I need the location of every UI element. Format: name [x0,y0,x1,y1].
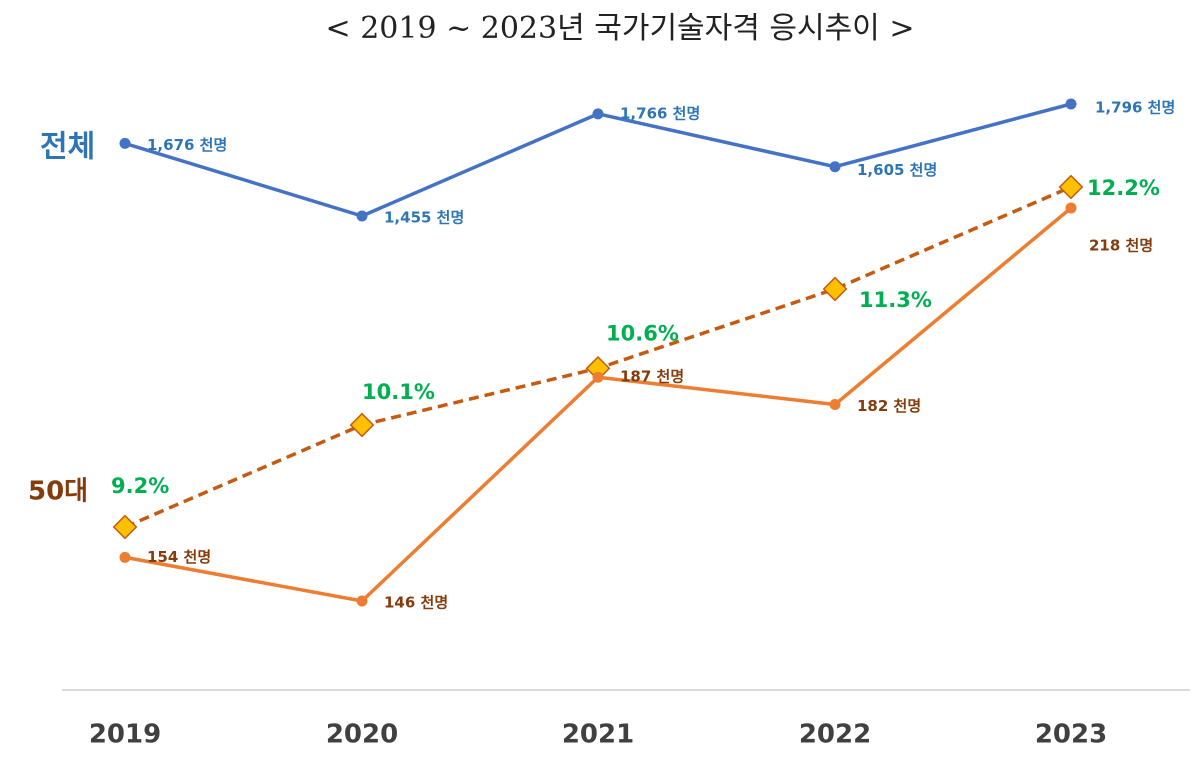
marker [356,210,368,222]
x-tick-label: 2023 [1035,720,1107,750]
value-label: 10.1% [362,380,435,404]
value-label: 1,605 천명 [857,161,937,179]
value-label: 10.6% [606,321,679,345]
value-label: 187 천명 [620,368,684,386]
marker [592,371,604,383]
chart-title: < 2019 ~ 2023년 국가기술자격 응시추이 > [326,11,915,46]
marker [349,412,375,438]
marker [356,595,368,607]
marker [119,137,131,149]
series-line [124,102,1072,218]
marker [822,276,848,302]
value-label: 1,676 천명 [147,136,227,154]
series-name: 전체 [40,130,95,165]
value-label: 1,455 천명 [384,209,464,227]
marker [1065,98,1077,110]
value-label: 218 천명 [1089,237,1153,255]
series-name: 50대 [28,477,88,507]
marker [1065,202,1077,214]
marker [119,551,131,563]
value-label: 146 천명 [384,594,448,612]
marker [1058,174,1084,200]
value-label: 11.3% [859,288,932,312]
series-line [124,206,1073,603]
value-label: 1,796 천명 [1095,99,1175,117]
value-label: 1,766 천명 [620,104,700,122]
value-label: 154 천명 [147,548,211,566]
marker [112,514,138,540]
value-label: 9.2% [111,474,169,498]
x-tick-label: 2020 [326,720,398,750]
value-label: 182 천명 [857,397,921,415]
x-tick-label: 2022 [799,720,871,750]
marker [829,399,841,410]
marker [585,355,611,381]
x-tick-label: 2019 [89,720,161,750]
value-label: 12.2% [1087,176,1160,200]
marker [829,161,841,173]
marker [592,108,604,120]
x-tick-label: 2021 [562,720,634,750]
